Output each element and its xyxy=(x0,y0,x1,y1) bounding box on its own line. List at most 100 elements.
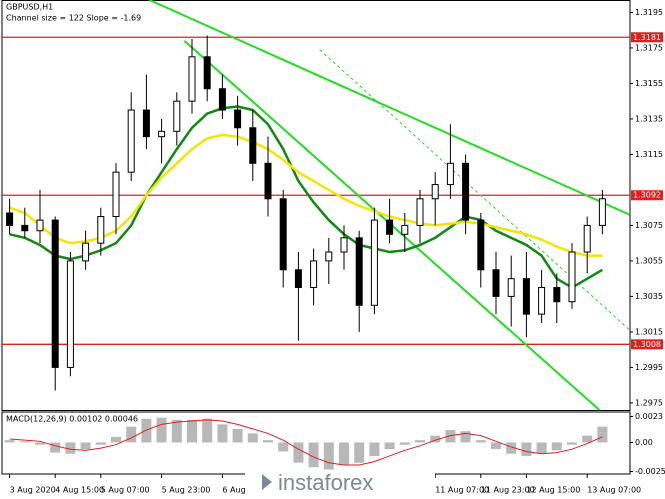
candle-body xyxy=(598,198,606,226)
candle-body xyxy=(127,109,135,173)
macd-bar xyxy=(95,442,106,445)
candle-body xyxy=(21,224,29,232)
candle-body xyxy=(158,130,166,138)
price-panel xyxy=(2,0,630,410)
macd-bar xyxy=(582,435,593,443)
x-tick-label: 4 Aug 15:00 xyxy=(55,486,104,495)
macd-panel xyxy=(4,417,608,470)
macd-bar xyxy=(536,442,547,454)
macd-bar xyxy=(460,431,471,443)
macd-bar xyxy=(50,442,61,453)
macd-bar xyxy=(354,442,365,463)
macd-bar xyxy=(35,442,45,445)
candle-body xyxy=(234,109,242,129)
candle-body xyxy=(279,198,287,271)
candle-body xyxy=(218,88,226,111)
macd-bar xyxy=(415,440,425,443)
candle-body xyxy=(36,219,44,232)
moving-average xyxy=(9,133,603,257)
candle-body xyxy=(462,162,470,221)
level-badge xyxy=(631,190,663,201)
candle-body xyxy=(507,278,515,297)
candle-body xyxy=(249,127,257,164)
candle-body xyxy=(568,251,576,303)
y-tick-label: 1.3135 xyxy=(635,114,663,123)
y-tick-label: 1.3195 xyxy=(635,8,663,17)
macd-bar xyxy=(430,435,441,443)
y-tick-label: 1.3175 xyxy=(635,43,663,52)
x-tick-label: 12 Aug 15:00 xyxy=(526,486,580,495)
macd-bar xyxy=(126,426,137,443)
candle-body xyxy=(51,219,59,368)
candle-body xyxy=(264,162,272,200)
macd-signal xyxy=(9,419,603,466)
x-tick-label: 11 Aug 23:00 xyxy=(481,486,535,495)
candle-body xyxy=(82,242,90,262)
y-tick-label: 1.3155 xyxy=(635,79,663,88)
moving-average xyxy=(9,105,604,289)
macd-bar xyxy=(232,428,243,443)
level-badge xyxy=(631,339,663,350)
watermark-bg xyxy=(245,470,435,496)
macd-bar xyxy=(551,442,562,451)
x-tick-label: 11 Aug 07:00 xyxy=(435,486,489,495)
level-badge xyxy=(631,32,663,43)
watermark-icon xyxy=(262,474,272,490)
macd-bar xyxy=(399,442,410,445)
candle-body xyxy=(6,212,14,226)
y-tick-label: 1.3035 xyxy=(635,292,663,301)
macd-y-tick-label: 0.00 xyxy=(635,438,653,447)
macd-bar xyxy=(491,442,501,450)
x-tick-label: 3 Aug 2020 xyxy=(10,486,56,495)
candle-body xyxy=(401,224,409,235)
y-tick-label: 1.3055 xyxy=(635,256,663,265)
macd-bar xyxy=(369,442,380,456)
candle-body xyxy=(325,251,333,262)
y-tick-label: 1.3115 xyxy=(635,150,663,159)
macd-bar xyxy=(171,419,182,443)
candle-body xyxy=(112,171,120,218)
macd-bar xyxy=(475,440,486,443)
macd-bar xyxy=(293,442,304,463)
chart-title: GBPUSD,H1 xyxy=(6,3,53,12)
macd-bar xyxy=(217,424,228,443)
macd-title: MACD(12,26,9) 0.00102 0.00046 xyxy=(6,415,138,424)
watermark-text: instaforex xyxy=(278,470,373,495)
x-tick-label: 5 Aug 07:00 xyxy=(101,486,150,495)
candle-body xyxy=(97,216,105,244)
macd-y-tick-label: -0.00258 xyxy=(635,467,665,476)
candle-body xyxy=(340,237,348,253)
macd-bar xyxy=(111,436,121,443)
macd-bar xyxy=(506,442,517,454)
candle-body xyxy=(446,162,454,186)
candle-body xyxy=(416,198,424,226)
candle-body xyxy=(386,219,394,235)
macd-bar xyxy=(263,440,273,443)
macd-bar xyxy=(339,442,349,465)
y-tick-label: 1.2995 xyxy=(635,363,663,372)
main-frame xyxy=(1,0,631,411)
macd-bar xyxy=(202,418,213,443)
macd-bar xyxy=(247,433,258,443)
candle-body xyxy=(173,100,181,132)
x-tick-label: 5 Aug 23:00 xyxy=(162,486,211,495)
candle-body xyxy=(583,224,591,253)
candle-body xyxy=(492,269,500,297)
level-label: 1.3181 xyxy=(633,33,661,42)
y-tick-label: 1.3075 xyxy=(635,221,663,230)
axes: 1.3195 1.3175 1.3155 1.3135 1.3115 1.3075 1.30… xyxy=(9,8,665,495)
candle-body xyxy=(310,260,318,289)
level-label: 1.3008 xyxy=(633,340,661,349)
candle-body xyxy=(294,269,302,289)
macd-bar xyxy=(141,418,152,443)
macd-bar xyxy=(80,442,91,450)
candle-body xyxy=(553,287,561,303)
macd-bar xyxy=(384,442,395,450)
candle-body xyxy=(142,109,150,138)
macd-bar xyxy=(567,442,577,445)
candle-body xyxy=(431,184,439,200)
candle-body xyxy=(477,219,485,271)
level-label: 1.3092 xyxy=(633,191,661,200)
candle-body xyxy=(188,56,196,102)
